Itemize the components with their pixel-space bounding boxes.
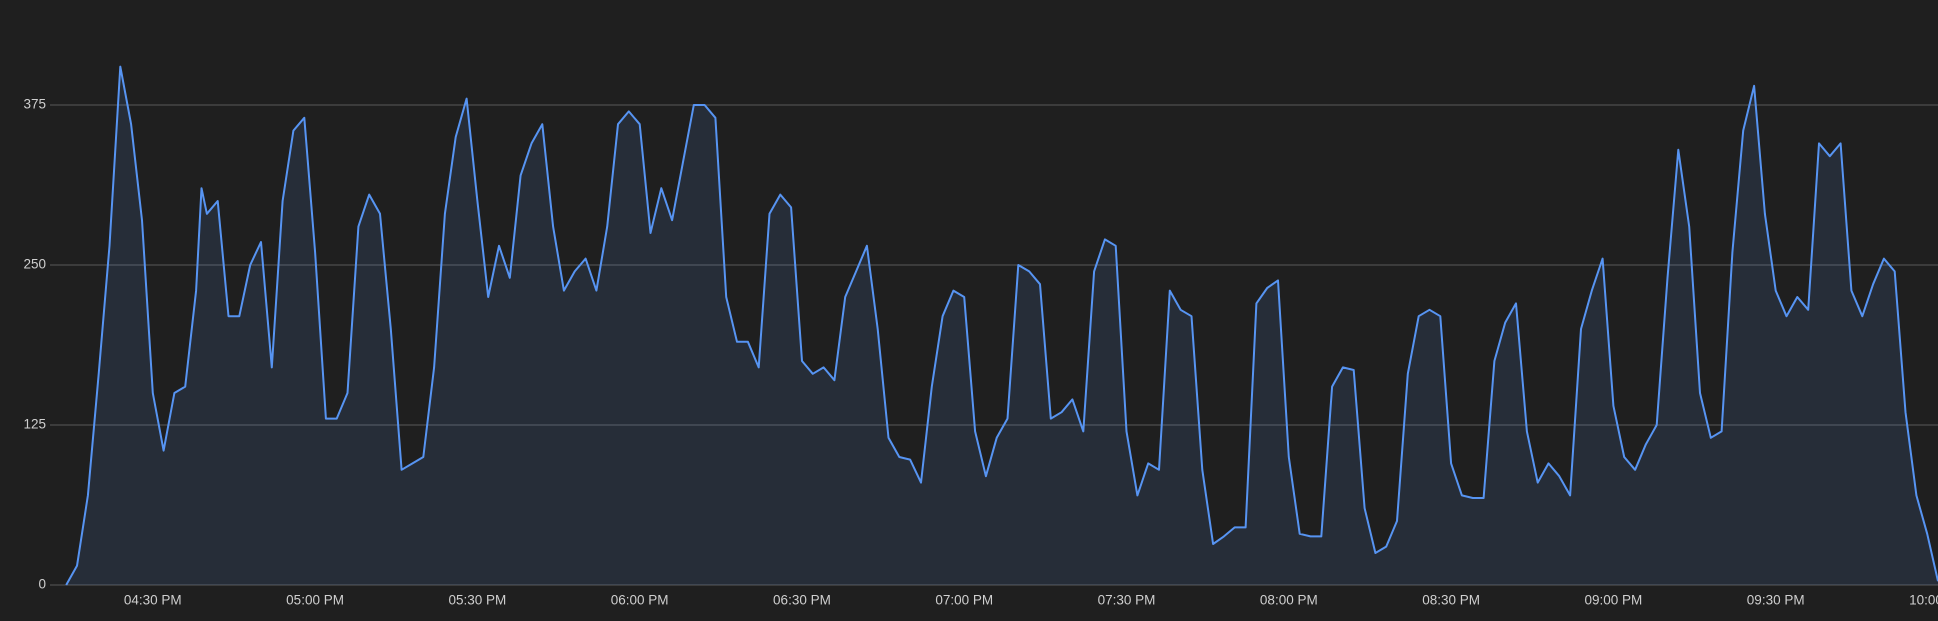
- x-tick-label: 05:00 PM: [286, 593, 344, 608]
- x-tick-label: 06:00 PM: [611, 593, 669, 608]
- x-tick-label: 04:30 PM: [124, 593, 182, 608]
- x-tick-label: 09:00 PM: [1585, 593, 1643, 608]
- x-tick-label: 05:30 PM: [448, 593, 506, 608]
- x-tick-label: 07:30 PM: [1098, 593, 1156, 608]
- x-tick-label: 08:00 PM: [1260, 593, 1318, 608]
- series-line: [65, 65, 1938, 586]
- x-tick-label: 10:00 PM: [1909, 593, 1938, 608]
- x-tick-label: 06:30 PM: [773, 593, 831, 608]
- y-tick-label: 125: [23, 417, 46, 432]
- x-tick-label: 07:00 PM: [935, 593, 993, 608]
- x-tick-label: 08:30 PM: [1422, 593, 1480, 608]
- y-tick-label: 250: [23, 257, 46, 272]
- x-tick-label: 09:30 PM: [1747, 593, 1805, 608]
- y-tick-label: 0: [38, 577, 46, 592]
- y-tick-label: 375: [23, 97, 46, 112]
- area-fill: [66, 66, 1938, 585]
